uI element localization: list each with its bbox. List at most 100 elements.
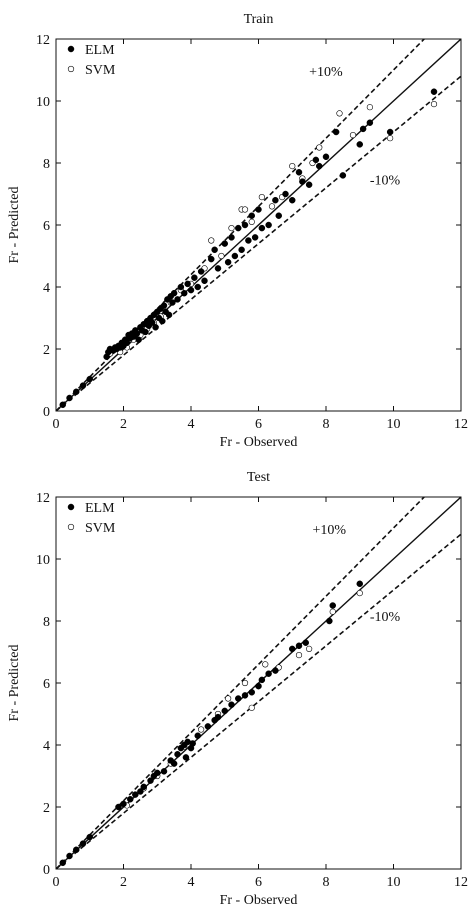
svm-point: [218, 252, 225, 260]
elm-point: [115, 803, 122, 811]
elm-point: [191, 274, 198, 281]
chart-panel-test: Test 0 2 4 6 8 10 12 0 2 4 6 8 10 12 Fr - Observed Fr - …: [7, 470, 468, 908]
elm-point: [135, 336, 142, 343]
annotation-minus10: -10%: [370, 610, 401, 625]
legend: ELM SVM: [67, 43, 116, 78]
elm-point: [221, 707, 228, 715]
svm-point: [430, 100, 438, 108]
svm-point: [295, 651, 303, 659]
reference-line-identity: [56, 39, 461, 411]
elm-point: [140, 783, 147, 791]
elm-point: [356, 141, 363, 148]
svm-point: [228, 225, 235, 232]
y-tick-label: 8: [43, 615, 50, 630]
svm-point: [306, 645, 313, 653]
elm-point: [332, 128, 340, 136]
svm-point: [329, 608, 336, 615]
elm-point: [204, 723, 212, 730]
elm-point: [265, 670, 272, 677]
y-tick-label: 4: [43, 281, 50, 296]
y-tick-label: 12: [36, 33, 50, 48]
x-tick-label: 8: [323, 875, 330, 890]
elm-point: [170, 289, 178, 297]
elm-point: [235, 224, 242, 232]
elm-point: [137, 788, 144, 795]
elm-point: [184, 280, 191, 288]
elm-point: [152, 324, 159, 331]
elm-point: [86, 375, 93, 383]
elm-point: [59, 401, 66, 409]
elm-point: [228, 701, 235, 708]
elm-point: [208, 255, 215, 263]
svm-point: [208, 237, 215, 244]
elm-point: [258, 676, 266, 684]
legend-marker-svm: [67, 65, 75, 73]
elm-point: [59, 859, 66, 867]
elm-point: [430, 88, 438, 95]
elm-point: [197, 268, 205, 275]
elm-point: [148, 319, 156, 326]
elm-point: [295, 642, 303, 650]
svm-point: [248, 704, 255, 711]
y-tick-label: 6: [43, 677, 50, 692]
elm-point: [132, 791, 139, 798]
chart-title: Train: [244, 12, 274, 27]
svm-point: [241, 206, 249, 213]
x-tick-label: 2: [120, 875, 127, 890]
legend-label-elm: ELM: [85, 501, 115, 516]
elm-point: [189, 740, 196, 747]
elm-point: [160, 768, 168, 775]
elm-point: [66, 394, 73, 402]
x-axis-label: Fr - Observed: [220, 435, 298, 450]
elm-point: [386, 128, 394, 136]
elm-point: [322, 153, 330, 161]
data-points: [59, 580, 363, 867]
data-points: [59, 88, 438, 409]
elm-point: [194, 283, 201, 291]
x-tick-label: 0: [53, 417, 60, 432]
elm-point: [241, 221, 249, 229]
legend-label-svm: SVM: [85, 63, 116, 78]
elm-point: [79, 840, 87, 847]
svm-point: [268, 203, 276, 210]
elm-point: [275, 212, 282, 219]
elm-point: [181, 289, 188, 297]
elm-point: [214, 713, 222, 721]
reference-line-minus10: [56, 533, 461, 869]
elm-point: [272, 667, 279, 674]
elm-point: [305, 181, 313, 188]
elm-point: [299, 178, 306, 185]
svm-point: [289, 163, 296, 170]
elm-point: [366, 119, 374, 126]
y-axis-label: Fr - Predicted: [7, 187, 22, 264]
elm-point: [224, 258, 232, 266]
elm-point: [169, 299, 176, 306]
elm-point: [174, 751, 181, 758]
elm-point: [160, 302, 168, 309]
elm-point: [295, 169, 303, 176]
y-tick-label: 2: [43, 343, 50, 358]
elm-point: [241, 692, 249, 699]
elm-point: [154, 769, 161, 777]
legend-label-svm: SVM: [85, 521, 116, 536]
elm-point: [211, 246, 218, 254]
chart-panel-train: Train 0 2 4 6 8 10 12 0 2 4 6 8 10 12 Fr - Observed Fr -…: [7, 12, 468, 450]
elm-point: [356, 580, 363, 588]
legend: ELM SVM: [67, 501, 116, 536]
svm-point: [225, 695, 232, 702]
x-tick-label: 0: [53, 875, 60, 890]
elm-point: [214, 265, 222, 272]
elm-point: [73, 846, 80, 854]
svm-point: [349, 132, 357, 139]
elm-point: [329, 602, 336, 609]
elm-point: [182, 754, 190, 761]
annotation-minus10: -10%: [370, 174, 401, 189]
svm-point: [336, 110, 343, 117]
elm-point: [302, 639, 309, 646]
svm-point: [356, 589, 363, 597]
svm-point: [198, 726, 205, 733]
elm-point: [289, 196, 296, 204]
elm-point: [289, 645, 296, 653]
elm-point: [245, 237, 252, 244]
